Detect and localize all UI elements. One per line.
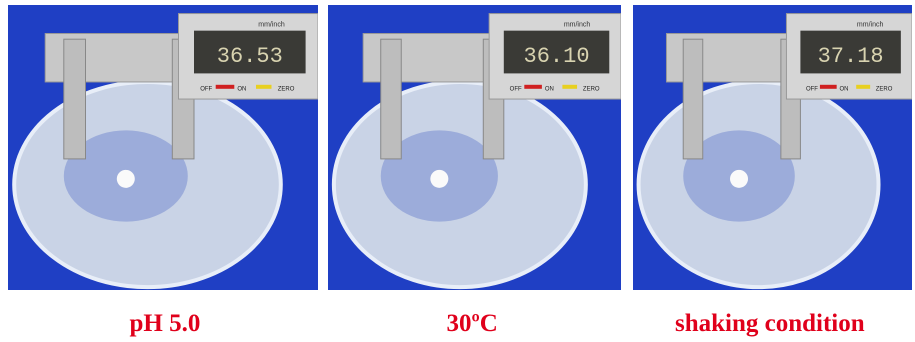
zero-button [256,85,272,89]
zero-button [856,85,870,89]
on-label: ON [545,87,554,93]
off-label: OFF [510,87,522,93]
caliper-jaw [683,39,703,159]
photo: 37.18 mm/inch OFF ON ZERO [633,5,912,290]
off-button [524,85,542,89]
caption: pH 5.0 [130,310,201,338]
zero-button [562,85,577,89]
off-button [216,85,235,89]
reading: 37.18 [818,44,884,69]
zero-label: ZERO [583,87,600,93]
antibiotic-disc [430,170,448,188]
photo: 36.10 mm/inch OFF ON ZERO [328,5,621,290]
on-label: ON [237,87,246,93]
photo: 36.53 mm/inch OFF ON ZERO [8,5,318,290]
unit-label: mm/inch [857,21,884,28]
off-button [820,85,837,89]
antibiotic-disc [117,170,135,188]
reading: 36.10 [524,44,590,69]
off-label: OFF [806,87,818,93]
figure: 36.53 mm/inch OFF ON ZERO pH 5.0 36.10 mm/inch O… [0,0,915,342]
zero-label: ZERO [876,87,893,93]
reading: 36.53 [217,44,283,69]
caption: 30ºC [447,310,498,338]
unit-label: mm/inch [258,21,285,28]
caliper-jaw [64,39,86,159]
off-label: OFF [200,87,212,93]
unit-label: mm/inch [564,21,591,28]
caliper-jaw [381,39,402,159]
on-label: ON [839,87,848,93]
zero-label: ZERO [278,87,295,93]
caption: shaking condition [675,310,865,338]
antibiotic-disc [730,170,748,188]
